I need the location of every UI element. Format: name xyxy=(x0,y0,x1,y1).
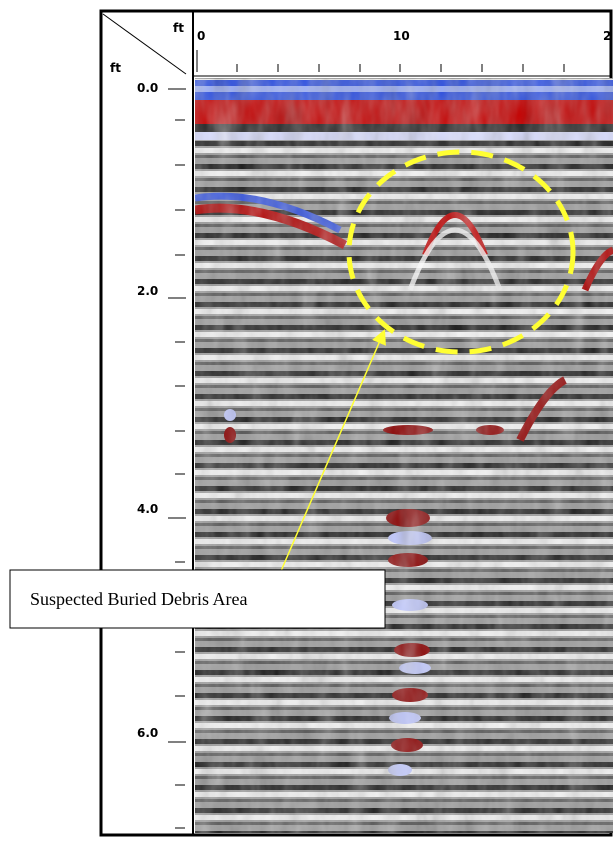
y-tick-label: 2.0 xyxy=(137,284,158,298)
x-tick-label: 10 xyxy=(393,29,410,43)
y-tick-label: 6.0 xyxy=(137,726,158,740)
radargram-figure: ft ft 0 10 2 0.0 2.0 4.0 6.0 xyxy=(0,0,613,840)
y-unit: ft xyxy=(110,61,121,75)
x-unit: ft xyxy=(173,21,184,35)
y-tick-label: 4.0 xyxy=(137,502,158,516)
y-tick-label: 0.0 xyxy=(137,81,158,95)
x-tick-label: 0 xyxy=(197,29,205,43)
x-tick-label: 2 xyxy=(603,29,611,43)
annotation-text: Suspected Buried Debris Area xyxy=(30,589,247,609)
page: {"figure": {"x_unit": "ft", "y_unit": "f… xyxy=(0,0,613,840)
